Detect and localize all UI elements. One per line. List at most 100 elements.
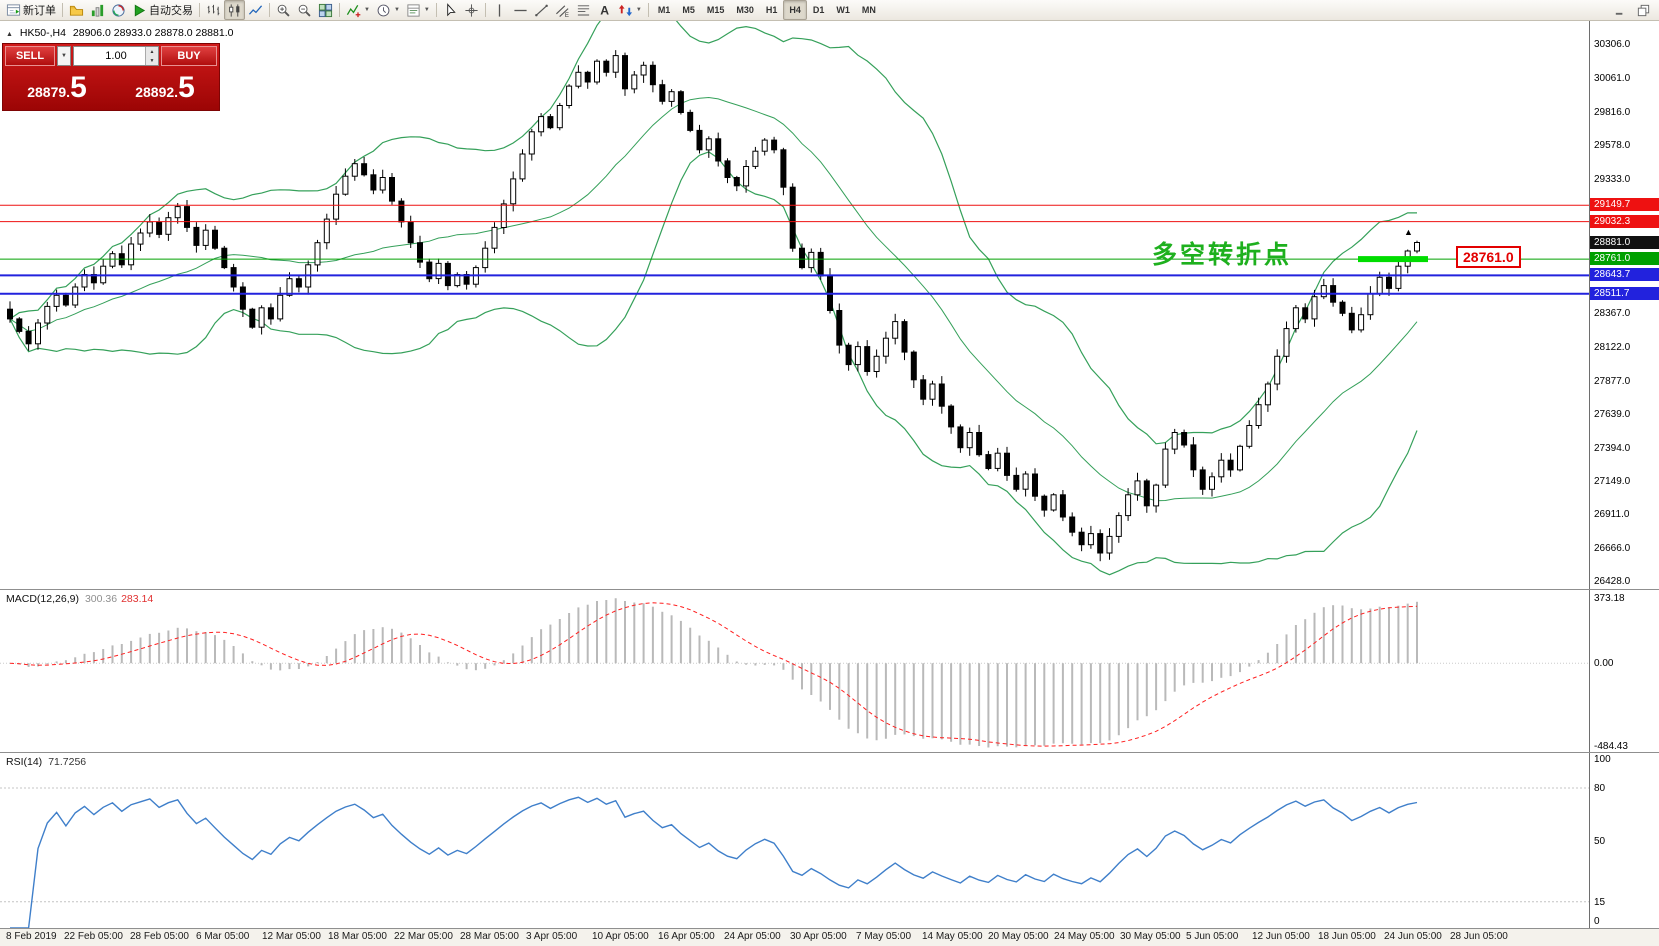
sell-price[interactable]: 28879. 5 [3, 73, 111, 103]
rsi-panel[interactable]: RSI(14) 71.7256 [0, 753, 1589, 928]
time-axis[interactable]: 8 Feb 2019 22 Feb 05:00 28 Feb 05:00 6 Mar … [0, 929, 1659, 946]
navigator-button[interactable] [108, 0, 129, 20]
price-axis-label: 26911.0 [1594, 509, 1630, 520]
price-level-chip: 28761.0 [1590, 252, 1659, 265]
price-axis-label: 28367.0 [1594, 308, 1631, 319]
horizontal-line-button[interactable] [510, 0, 531, 20]
price-axis-label: 27149.0 [1594, 476, 1631, 487]
price-axis-label: 26428.0 [1594, 576, 1631, 587]
price-level-chip: 28511.7 [1590, 287, 1659, 300]
macd-panel[interactable]: MACD(12,26,9) 300.36 283.14 [0, 590, 1589, 752]
main-chart-canvas[interactable] [0, 21, 1589, 589]
tile-windows-button[interactable] [315, 0, 336, 20]
market-watch-button[interactable] [87, 0, 108, 20]
rsi-axis-label: 50 [1594, 836, 1606, 847]
rsi-name: RSI(14) [6, 756, 43, 768]
trade-panel-collapse-icon[interactable]: ▲ [6, 31, 13, 38]
time-axis-label: 8 Feb 2019 [6, 931, 57, 942]
timeframe-m15[interactable]: M15 [701, 0, 731, 20]
time-axis-label: 22 Feb 05:00 [64, 931, 123, 942]
main-toolbar: 新订单 自动交易 ▼ ▼ ▼ E A ▼ M1 M5 M15 M30 H1 H4 D1 W1 MN [0, 0, 1659, 21]
new-order-button[interactable]: 新订单 [3, 0, 59, 20]
timeframe-label: H4 [789, 5, 801, 15]
time-axis-label: 24 Apr 05:00 [724, 931, 781, 942]
price-level-chip: 28643.7 [1590, 268, 1659, 281]
stepper-down-icon[interactable]: ▼ [146, 56, 158, 65]
candle-chart-icon [227, 3, 242, 18]
indicators-button[interactable]: ▼ [343, 0, 373, 20]
auto-trading-button[interactable]: 自动交易 [129, 0, 196, 20]
bar-chart-button[interactable] [203, 0, 224, 20]
rsi-axis-label: 100 [1594, 754, 1611, 765]
minimize-chart-button[interactable] [1610, 0, 1631, 20]
trade-panel-controls: SELL ▼ 1.00 ▲ ▼ BUY [3, 44, 219, 68]
sell-button[interactable]: SELL [5, 46, 55, 66]
chart-annotation-text: 多空转折点 [1152, 241, 1293, 269]
buy-price[interactable]: 28892. 5 [111, 73, 219, 103]
panel-separator[interactable] [0, 752, 1659, 753]
channel-icon: E [555, 3, 570, 18]
toolbar-separator [269, 3, 270, 17]
macd-signal-value: 283.14 [121, 593, 154, 605]
zoom-in-button[interactable] [273, 0, 294, 20]
toolbar-separator [199, 3, 200, 17]
price-axis-label: 27639.0 [1594, 409, 1631, 420]
price-axis-label: 29816.0 [1594, 107, 1631, 118]
equidistant-channel-button[interactable]: E [552, 0, 573, 20]
restore-chart-button[interactable] [1633, 0, 1654, 20]
time-axis-label: 28 Feb 05:00 [130, 931, 189, 942]
chevron-down-icon: ▼ [61, 53, 67, 59]
periods-button[interactable]: ▼ [373, 0, 403, 20]
macd-axis: 373.18 0.00 -484.43 [1589, 590, 1659, 752]
zoom-out-button[interactable] [294, 0, 315, 20]
timeframe-label: M30 [736, 5, 754, 15]
arrows-button[interactable]: ▼ [615, 0, 645, 20]
templates-button[interactable]: ▼ [403, 0, 433, 20]
macd-canvas[interactable] [0, 590, 1589, 752]
restore-icon [1636, 3, 1651, 18]
toolbar-button-label: 自动交易 [149, 5, 193, 17]
stepper-up-icon[interactable]: ▲ [146, 47, 158, 56]
fibonacci-button[interactable] [573, 0, 594, 20]
volume-dropdown-button[interactable]: ▼ [57, 46, 71, 66]
timeframe-m1[interactable]: M1 [652, 0, 677, 20]
timeframe-h1[interactable]: H1 [760, 0, 784, 20]
volume-input[interactable]: 1.00 ▲ ▼ [73, 46, 159, 66]
rsi-axis: 100 80 50 15 0 [1589, 753, 1659, 928]
new-order-icon [6, 3, 21, 18]
highlight-segment [1358, 256, 1428, 263]
timeframe-m30[interactable]: M30 [730, 0, 760, 20]
buy-button[interactable]: BUY [161, 46, 217, 66]
text-label-button[interactable]: A [594, 0, 615, 20]
bid-price-chip: 28881.0 [1590, 236, 1659, 249]
indicators-icon [346, 3, 361, 18]
trendline-button[interactable] [531, 0, 552, 20]
profiles-button[interactable] [66, 0, 87, 20]
volume-stepper[interactable]: ▲ ▼ [145, 47, 158, 65]
market-watch-icon [90, 3, 105, 18]
crosshair-icon [464, 3, 479, 18]
level-lines[interactable] [0, 204, 1589, 295]
fibonacci-icon [576, 3, 591, 18]
cursor-icon [443, 2, 458, 18]
cursor-button[interactable] [440, 0, 461, 20]
price-axis-label: 30306.0 [1594, 39, 1631, 50]
candlestick-chart-button[interactable] [224, 0, 245, 20]
main-chart-panel[interactable]: ▲ HK50-,H4 28906.0 28933.0 28878.0 28881… [0, 21, 1589, 589]
time-axis-label: 24 Jun 05:00 [1384, 931, 1442, 942]
timeframe-mn[interactable]: MN [856, 0, 882, 20]
time-axis-label: 12 Mar 05:00 [262, 931, 321, 942]
panel-separator[interactable] [0, 589, 1659, 590]
timeframe-m5[interactable]: M5 [676, 0, 701, 20]
line-chart-button[interactable] [245, 0, 266, 20]
timeframe-h4[interactable]: H4 [783, 0, 807, 20]
vertical-line-button[interactable] [489, 0, 510, 20]
crosshair-button[interactable] [461, 0, 482, 20]
rsi-canvas[interactable] [0, 753, 1589, 928]
timeframe-w1[interactable]: W1 [830, 0, 856, 20]
timeframe-d1[interactable]: D1 [807, 0, 831, 20]
toolbar-separator [435, 3, 437, 17]
timeframe-label: W1 [836, 5, 850, 15]
macd-label: MACD(12,26,9) 300.36 283.14 [6, 593, 153, 605]
